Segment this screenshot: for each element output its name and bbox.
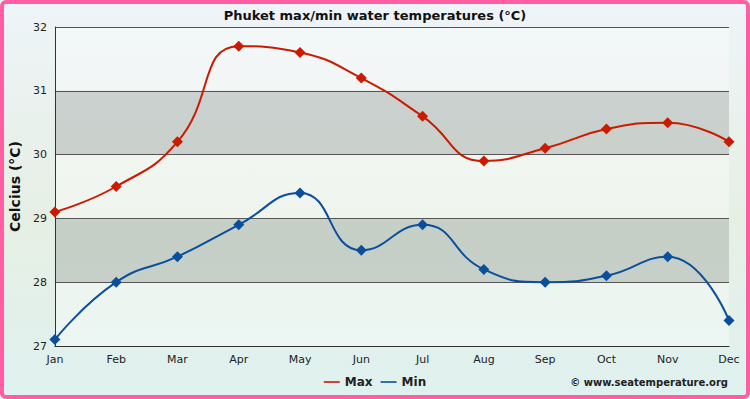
svg-text:31: 31 xyxy=(33,84,47,97)
svg-text:Jul: Jul xyxy=(415,353,429,366)
svg-text:Max: Max xyxy=(345,375,373,389)
svg-text:Jan: Jan xyxy=(45,353,63,366)
svg-text:32: 32 xyxy=(33,21,47,34)
svg-text:Nov: Nov xyxy=(657,353,679,366)
svg-text:Celcius (°C): Celcius (°C) xyxy=(7,141,23,232)
svg-text:Apr: Apr xyxy=(229,353,249,366)
svg-text:Oct: Oct xyxy=(597,353,617,366)
svg-text:29: 29 xyxy=(33,212,47,225)
svg-text:Mar: Mar xyxy=(167,353,188,366)
svg-text:May: May xyxy=(289,353,312,366)
svg-text:Dec: Dec xyxy=(718,353,739,366)
svg-text:Min: Min xyxy=(402,375,427,389)
svg-text:27: 27 xyxy=(33,340,47,353)
svg-text:© www.seatemperature.org: © www.seatemperature.org xyxy=(570,377,728,388)
svg-text:Phuket max/min water temperatu: Phuket max/min water temperatures (°C) xyxy=(224,8,527,23)
svg-text:Aug: Aug xyxy=(473,353,494,366)
svg-text:Feb: Feb xyxy=(106,353,125,366)
svg-text:Jun: Jun xyxy=(352,353,370,366)
svg-text:Sep: Sep xyxy=(535,353,556,366)
svg-text:30: 30 xyxy=(33,148,47,161)
svg-text:28: 28 xyxy=(33,276,47,289)
